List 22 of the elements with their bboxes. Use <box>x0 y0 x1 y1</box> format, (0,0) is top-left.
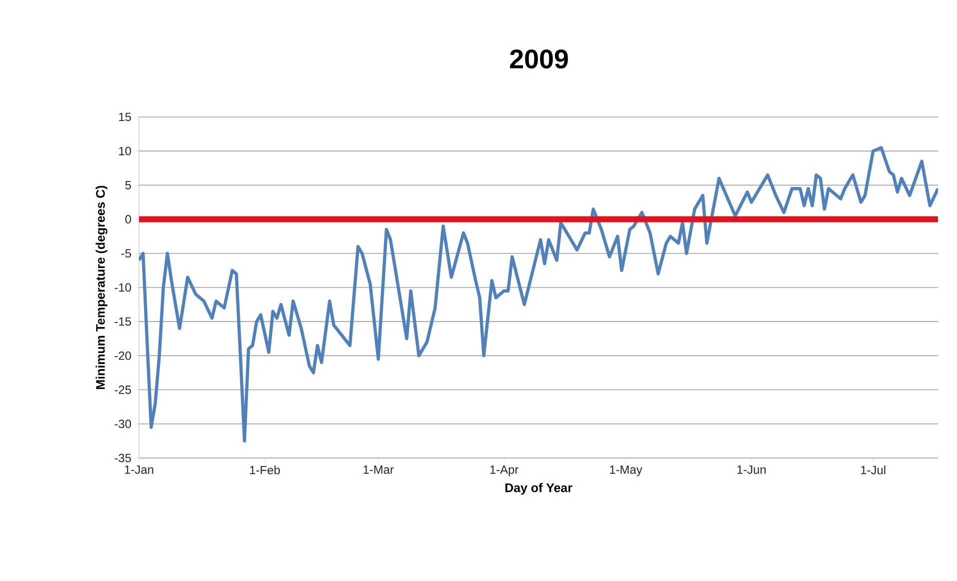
x-tick-label: 1-Jul <box>861 466 886 474</box>
y-tick-label: -30 <box>114 420 132 428</box>
y-tick-label: -5 <box>121 249 131 258</box>
x-tick-label: 1-Mar <box>364 466 394 474</box>
y-tick-label: -35 <box>114 454 131 462</box>
y-tick-label: -25 <box>114 386 131 394</box>
y-tick-label: -15 <box>114 317 131 326</box>
y-tick-label: 0 <box>125 215 132 224</box>
x-tick-label: 1-Feb <box>250 466 280 474</box>
x-axis-title: Day of Year <box>505 483 572 495</box>
x-tick-label: 1-May <box>610 466 642 476</box>
y-tick-label: -20 <box>114 351 132 360</box>
y-tick-label: -10 <box>114 283 132 292</box>
chart-title: 2009 <box>510 49 568 69</box>
x-tick-label: 1-Jun <box>737 466 766 474</box>
x-tick-label: 1-Apr <box>490 466 518 476</box>
y-axis-title: Minimum Temperature (degrees C) <box>96 186 108 389</box>
x-tick-label: 1-Jan <box>124 466 154 474</box>
line-series <box>139 146 938 443</box>
y-tick-label: 15 <box>119 112 131 122</box>
y-tick-label: 5 <box>125 181 131 190</box>
y-tick-label: 10 <box>119 146 132 156</box>
